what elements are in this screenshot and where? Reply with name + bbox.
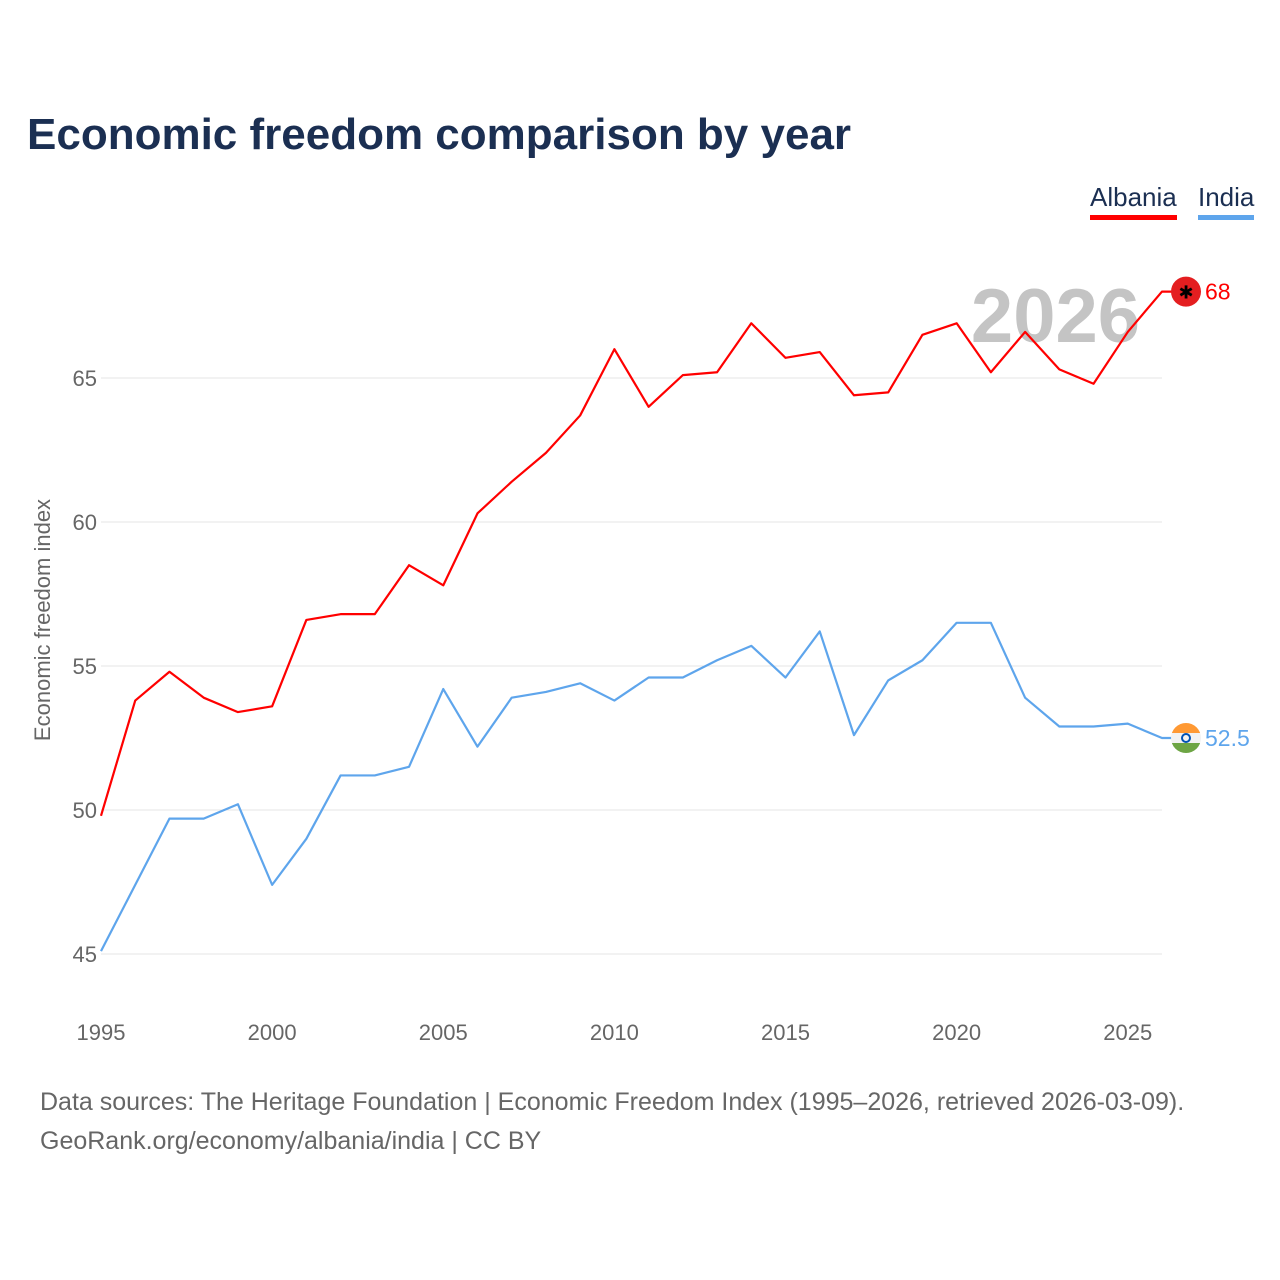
- data-point-india: [303, 836, 309, 842]
- series-line-albania: [99, 290, 1172, 817]
- data-point-india: [166, 816, 172, 822]
- data-point-india: [817, 628, 823, 634]
- y-tick-label: 65: [73, 366, 97, 391]
- data-point-india: [132, 882, 138, 888]
- data-point-albania: [303, 617, 309, 623]
- x-tick-label: 2020: [932, 1020, 981, 1045]
- data-point-albania: [919, 332, 925, 338]
- data-point-india: [1022, 695, 1028, 701]
- data-point-albania: [1125, 329, 1131, 335]
- data-point-india: [98, 948, 104, 954]
- data-point-india: [954, 620, 960, 626]
- data-point-albania: [132, 698, 138, 704]
- end-value-label: 68: [1205, 279, 1231, 305]
- series-line-india: [100, 621, 1172, 952]
- data-point-albania: [748, 320, 754, 326]
- y-tick-label: 60: [73, 510, 97, 535]
- data-point-albania: [714, 369, 720, 375]
- footer-credit: GeoRank.org/economy/albania/india | CC B…: [40, 1127, 542, 1155]
- data-point-india: [235, 801, 241, 807]
- year-watermark: 2026: [971, 274, 1140, 359]
- data-point-albania: [406, 562, 412, 568]
- data-point-albania: [954, 320, 960, 326]
- data-point-albania: [269, 703, 275, 709]
- data-point-india: [1056, 723, 1062, 729]
- y-axis-label: Economic freedom index: [30, 499, 55, 741]
- data-point-albania: [646, 404, 652, 410]
- chart-title: Economic freedom comparison by year: [27, 110, 852, 159]
- data-point-india: [680, 675, 686, 681]
- data-point-albania: [338, 611, 344, 617]
- data-point-india: [646, 675, 652, 681]
- data-point-india: [988, 620, 994, 626]
- y-tick-label: 55: [73, 654, 97, 679]
- legend-albania[interactable]: Albania: [1090, 182, 1177, 220]
- data-point-india: [748, 643, 754, 649]
- eagle-icon: ✱: [1178, 283, 1193, 303]
- albania-flag-icon: [1171, 276, 1201, 307]
- flag-stripe: [1171, 723, 1201, 733]
- data-point-albania: [680, 372, 686, 378]
- data-point-india: [338, 772, 344, 778]
- x-tick-label: 2005: [419, 1020, 468, 1045]
- data-point-albania: [1091, 381, 1097, 387]
- data-point-india: [919, 657, 925, 663]
- data-point-india: [372, 772, 378, 778]
- end-value-label: 52.5: [1205, 725, 1250, 751]
- data-point-india: [406, 764, 412, 770]
- y-tick-label: 45: [73, 942, 97, 967]
- data-point-albania: [201, 695, 207, 701]
- data-point-albania: [543, 450, 549, 456]
- india-flag-icon: [1171, 723, 1201, 753]
- chakra-icon: [1181, 733, 1191, 743]
- data-point-albania: [611, 346, 617, 352]
- data-point-albania: [166, 669, 172, 675]
- data-point-india: [269, 882, 275, 888]
- data-point-albania: [1056, 366, 1062, 372]
- data-point-albania: [885, 389, 891, 395]
- data-point-india: [1091, 723, 1097, 729]
- data-point-india: [509, 695, 515, 701]
- data-point-india: [543, 689, 549, 695]
- x-tick-label: 2010: [590, 1020, 639, 1045]
- data-point-albania: [1159, 289, 1165, 295]
- data-point-india: [474, 744, 480, 750]
- flag-stripe: [1171, 743, 1201, 753]
- x-tick-label: 1995: [77, 1020, 126, 1045]
- x-tick-label: 2015: [761, 1020, 810, 1045]
- data-point-india: [577, 680, 583, 686]
- data-point-albania: [783, 355, 789, 361]
- data-point-india: [783, 675, 789, 681]
- data-point-india: [714, 657, 720, 663]
- flag-stripe: [1171, 733, 1201, 743]
- data-point-albania: [98, 813, 104, 819]
- data-point-albania: [372, 611, 378, 617]
- data-point-albania: [509, 479, 515, 485]
- x-tick-label: 2000: [248, 1020, 297, 1045]
- data-point-albania: [851, 392, 857, 398]
- data-point-india: [1159, 735, 1165, 741]
- data-point-albania: [474, 510, 480, 516]
- data-point-india: [1125, 721, 1131, 727]
- data-point-india: [885, 677, 891, 683]
- data-point-india: [201, 816, 207, 822]
- data-point-albania: [1022, 329, 1028, 335]
- data-point-india: [611, 698, 617, 704]
- legend-india[interactable]: India: [1198, 182, 1255, 220]
- data-point-india: [851, 732, 857, 738]
- footer-sources: Data sources: The Heritage Foundation | …: [40, 1088, 1185, 1116]
- data-point-albania: [817, 349, 823, 355]
- data-point-india: [440, 686, 446, 692]
- data-point-albania: [440, 582, 446, 588]
- x-tick-label: 2025: [1103, 1020, 1152, 1045]
- data-point-albania: [235, 709, 241, 715]
- data-point-albania: [577, 412, 583, 418]
- y-tick-label: 50: [73, 798, 97, 823]
- data-point-albania: [988, 369, 994, 375]
